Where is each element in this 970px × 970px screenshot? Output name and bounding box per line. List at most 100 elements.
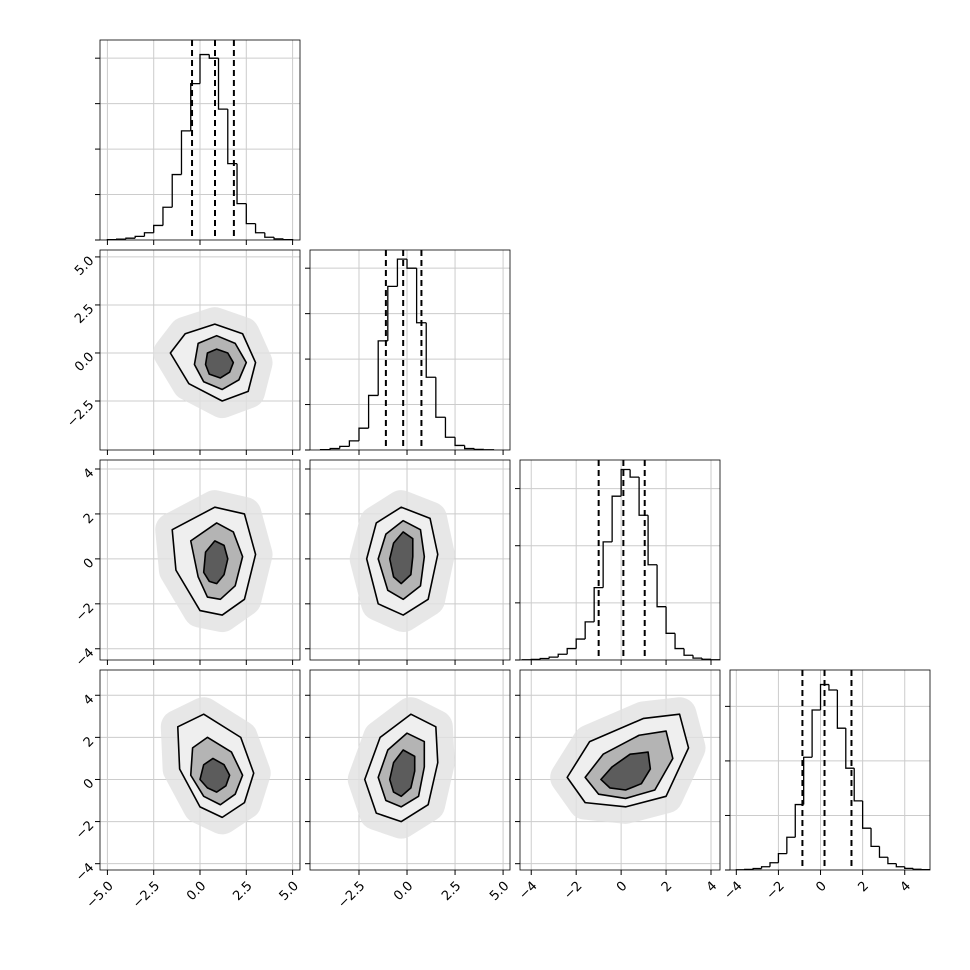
y-tick-label: −2.5: [64, 398, 97, 431]
histogram-step: [887, 857, 897, 865]
histogram-step: [683, 648, 694, 656]
y-tick-label: 0.0: [72, 350, 97, 375]
histogram-step: [190, 82, 200, 131]
histogram-step: [566, 647, 577, 655]
histogram-step: [575, 638, 586, 649]
panel-frame: [309, 459, 511, 661]
histogram-step: [656, 564, 667, 608]
histogram-step: [674, 633, 685, 650]
x-tick-label: −2.5: [335, 879, 368, 912]
panel-frame: [99, 39, 301, 241]
histogram-step: [254, 223, 265, 234]
histogram-step: [208, 54, 219, 59]
histogram-step: [264, 232, 275, 238]
y-tick-label: −2: [73, 818, 97, 842]
contour: [204, 348, 235, 379]
panel: [100, 250, 300, 450]
panel: [310, 670, 510, 870]
histogram-step: [769, 862, 779, 867]
histogram-step: [786, 836, 796, 854]
x-tick-label: 0: [614, 879, 630, 895]
panel: [100, 40, 300, 240]
x-tick-label: −2: [764, 879, 788, 903]
histogram-step: [171, 173, 182, 208]
histogram-step: [752, 867, 762, 870]
panel-frame: [99, 459, 301, 661]
histogram-step: [227, 109, 238, 165]
histogram-step: [217, 58, 228, 110]
histogram-step: [629, 469, 640, 478]
panel-frame: [729, 669, 931, 871]
histogram-step: [162, 206, 173, 226]
histogram-step: [367, 394, 379, 429]
y-tick-label: 0: [81, 556, 97, 572]
histogram-step: [199, 53, 210, 84]
panel: [100, 460, 300, 660]
histogram-step: [473, 448, 484, 450]
histogram-step: [845, 728, 855, 769]
histogram-step: [245, 203, 256, 225]
histogram-step: [539, 657, 550, 660]
x-tick-label: 2: [659, 879, 675, 895]
histogram-step: [180, 130, 191, 175]
histogram-step: [125, 237, 136, 240]
histogram-step: [425, 322, 436, 378]
x-tick-label: 5.0: [487, 879, 512, 904]
x-tick-label: 2: [855, 879, 871, 895]
y-tick-label: 2: [81, 734, 97, 750]
histogram-step: [803, 756, 813, 805]
histogram-step: [557, 653, 568, 658]
x-tick-label: 0: [813, 879, 829, 895]
histogram-step: [828, 684, 838, 691]
histogram-step: [760, 866, 770, 869]
y-tick-label: 2.5: [72, 302, 97, 327]
panel-frame: [519, 669, 721, 871]
histogram-step: [853, 768, 863, 802]
x-tick-label: 0.0: [184, 879, 209, 904]
panel: [100, 670, 300, 870]
x-tick-label: 5.0: [277, 879, 302, 904]
panel-frame: [99, 669, 301, 871]
panel: [730, 670, 930, 870]
contour: [600, 751, 652, 791]
histogram-step: [647, 515, 658, 566]
histogram-step: [870, 828, 880, 848]
histogram-step: [236, 163, 247, 205]
histogram-step: [387, 285, 398, 341]
histogram-step: [620, 468, 631, 497]
histogram-step: [584, 621, 595, 640]
y-tick-label: 5.0: [72, 254, 97, 279]
x-tick-label: 4: [898, 879, 914, 895]
histogram-step: [116, 238, 126, 240]
y-tick-label: −4: [73, 645, 97, 669]
contour: [388, 531, 414, 585]
histogram-step: [134, 235, 145, 239]
y-tick-label: −2: [73, 601, 97, 625]
histogram-step: [692, 655, 703, 659]
histogram-step: [377, 340, 388, 396]
histogram-step: [602, 541, 613, 588]
histogram-step: [358, 427, 369, 441]
y-tick-label: 0: [81, 776, 97, 792]
x-tick-label: −2: [561, 879, 585, 903]
histogram-step: [435, 377, 446, 418]
histogram-step: [701, 658, 712, 660]
histogram-step: [836, 690, 846, 729]
x-tick-label: 2.5: [439, 879, 464, 904]
x-tick-label: −5.0: [84, 879, 117, 912]
histogram-step: [794, 803, 804, 838]
histogram-step: [396, 258, 408, 287]
histogram-step: [819, 683, 829, 710]
contour: [199, 757, 231, 793]
x-tick-label: 2.5: [230, 879, 255, 904]
histogram-step: [912, 868, 922, 870]
histogram-step: [593, 586, 604, 622]
histogram-step: [273, 237, 284, 240]
panel-frame: [309, 249, 511, 451]
histogram-step: [548, 656, 559, 659]
histogram-step: [143, 232, 154, 237]
x-tick-label: −2.5: [130, 879, 163, 912]
y-tick-label: 4: [81, 466, 97, 482]
panel-frame: [99, 249, 301, 451]
